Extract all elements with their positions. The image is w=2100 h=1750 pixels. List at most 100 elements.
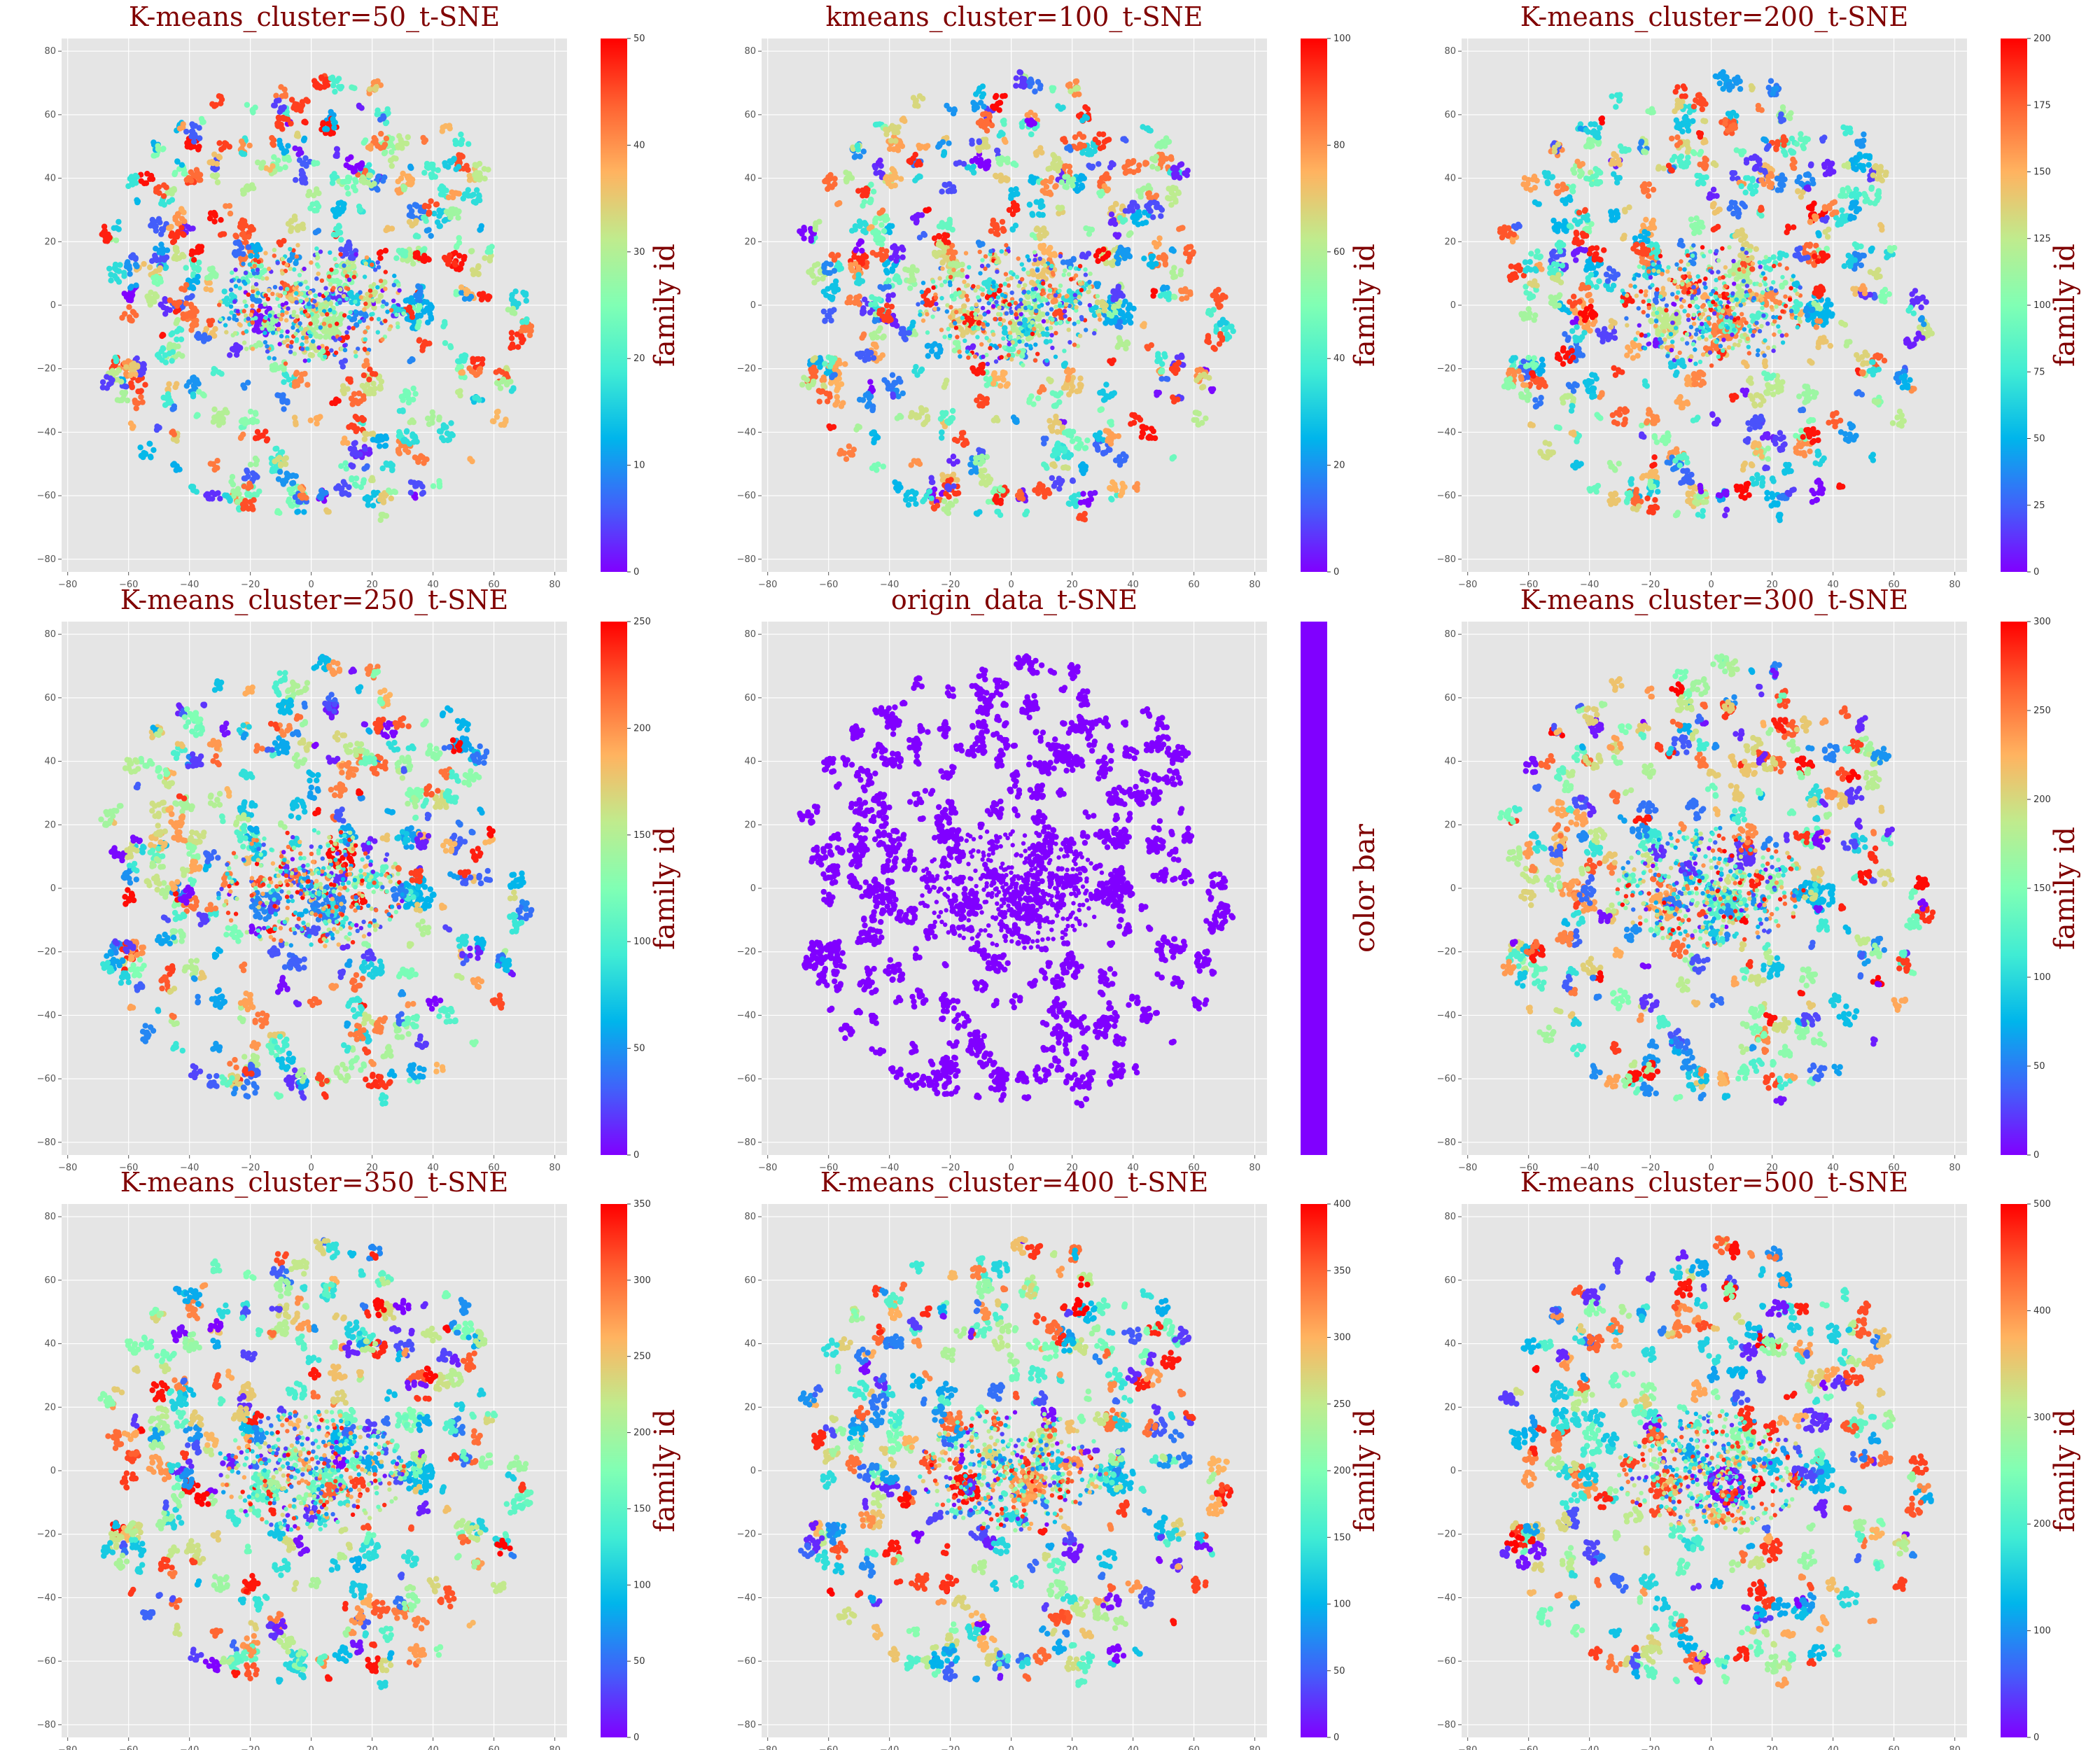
scatter-point — [278, 364, 285, 370]
scatter-point — [317, 351, 323, 358]
scatter-point — [192, 122, 199, 129]
scatter-point — [324, 304, 329, 309]
chart-panel: −80 −60 −40 −20 0 20 40 60 80−80−60−40−200204060… — [737, 1, 1381, 590]
scatter-point — [258, 164, 265, 171]
scatter-point — [1170, 165, 1176, 172]
colorbar — [601, 38, 627, 572]
scatter-point — [363, 431, 370, 438]
scatter-point — [484, 248, 491, 255]
scatter-point — [265, 344, 270, 349]
scatter-point — [358, 162, 365, 168]
scatter-point — [1116, 462, 1124, 468]
scatter-point — [318, 74, 325, 80]
scatter-point — [288, 344, 293, 349]
scatter-point — [400, 407, 406, 414]
scatter-point — [436, 223, 442, 230]
scatter-point — [337, 300, 342, 305]
scatter-point — [297, 484, 304, 491]
scatter-point — [1077, 382, 1083, 388]
scatter-point — [344, 334, 350, 340]
scatter-point — [332, 269, 338, 275]
scatter-point — [367, 86, 373, 92]
scatter-point — [352, 440, 358, 446]
scatter-point — [1096, 161, 1102, 167]
scatter-point — [115, 368, 122, 374]
scatter-point — [1206, 374, 1212, 381]
scatter-point — [169, 197, 176, 203]
scatter-point — [238, 150, 245, 156]
scatter-point — [284, 471, 290, 477]
scatter-point — [939, 188, 945, 195]
scatter-point — [996, 99, 1003, 106]
scatter-point — [357, 319, 363, 324]
scatter-point — [133, 405, 139, 412]
scatter-point — [214, 458, 220, 464]
scatter-point — [307, 351, 314, 358]
scatter-point — [1138, 434, 1145, 440]
scatter-point — [372, 281, 377, 287]
scatter-point — [940, 474, 946, 480]
scatter-point — [925, 143, 931, 149]
scatter-point — [246, 142, 253, 149]
scatter-point — [214, 172, 220, 178]
scatter-point — [511, 310, 518, 316]
scatter-point — [391, 283, 396, 288]
scatter-point — [1070, 477, 1076, 484]
scatter-point — [303, 279, 308, 284]
scatter-point — [939, 435, 945, 441]
scatter-point — [465, 192, 472, 199]
scatter-point — [489, 244, 495, 250]
scatter-point — [443, 188, 449, 194]
scatter-point — [277, 241, 284, 248]
scatter-point — [396, 428, 402, 435]
scatter-point — [354, 354, 358, 358]
scatter-point — [396, 248, 402, 254]
scatter-point — [342, 460, 349, 466]
scatter-point — [890, 382, 896, 388]
scatter-point — [169, 330, 176, 337]
scatter-point — [314, 276, 319, 281]
scatter-point — [1150, 293, 1156, 299]
scatter-point — [253, 323, 260, 330]
scatter-point — [294, 290, 299, 296]
scatter-point — [169, 406, 176, 412]
scatter-point — [195, 146, 202, 153]
scatter-point — [453, 288, 460, 295]
scatter-point — [873, 344, 879, 350]
scatter-point — [820, 308, 827, 315]
scatter-point — [157, 219, 163, 225]
scatter-point — [1066, 428, 1073, 435]
scatter-point — [286, 306, 290, 311]
colorbar-tick-label: 20 — [634, 354, 645, 364]
scatter-point — [328, 108, 334, 115]
scatter-point — [308, 321, 313, 326]
scatter-point — [514, 331, 520, 337]
scatter-point — [370, 390, 377, 397]
scatter-point — [265, 276, 270, 281]
scatter-point — [865, 402, 872, 409]
scatter-point — [1152, 158, 1158, 164]
scatter-point — [1086, 231, 1093, 237]
scatter-point — [395, 144, 401, 150]
scatter-point — [240, 230, 246, 237]
scatter-point — [1072, 78, 1079, 85]
scatter-point — [1127, 168, 1133, 174]
scatter-point — [447, 252, 453, 258]
scatter-point — [384, 225, 391, 231]
scatter-point — [370, 380, 377, 387]
scatter-point — [270, 140, 276, 147]
scatter-point — [824, 398, 831, 405]
scatter-point — [912, 99, 919, 105]
scatter-point — [860, 310, 866, 316]
scatter-point — [1003, 383, 1009, 389]
scatter-point — [299, 291, 304, 296]
scatter-point — [394, 187, 400, 193]
scatter-point — [340, 363, 346, 370]
scatter-point — [1046, 418, 1053, 424]
scatter-point — [351, 326, 356, 330]
scatter-point — [161, 257, 167, 263]
scatter-point — [342, 435, 348, 442]
scatter-point — [109, 377, 115, 384]
scatter-point — [381, 512, 388, 519]
scatter-point — [255, 159, 261, 166]
